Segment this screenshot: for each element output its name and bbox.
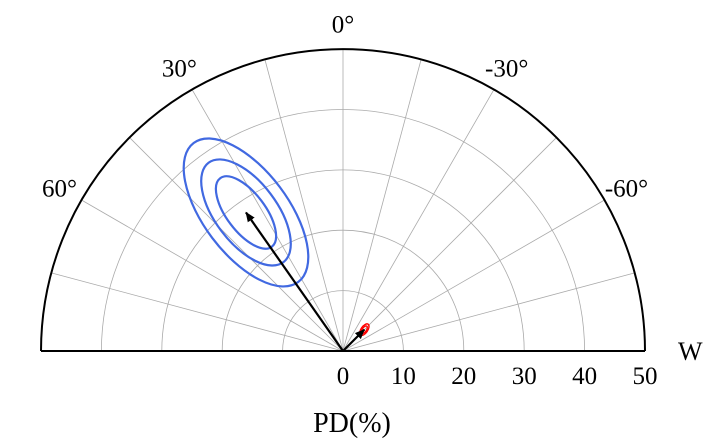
radial-grid-line: [342, 137, 557, 352]
radial-tick-label: 0: [337, 363, 350, 390]
circle-grid-arc: [221, 229, 465, 352]
radial-axis-label: PD(%): [313, 408, 391, 439]
angular-tick-label: 60°: [42, 175, 77, 202]
radial-grid-line: [191, 89, 344, 352]
radial-grid-line: [264, 59, 344, 352]
confidence-contour: [182, 137, 310, 288]
radial-tick-label: 40: [572, 363, 597, 390]
outer-arc: [40, 48, 646, 352]
radial-grid-line: [342, 272, 635, 352]
direction-label: W: [678, 337, 703, 366]
polarization-vector-arrow: [342, 328, 366, 352]
confidence-contour: [214, 175, 278, 250]
grid: [51, 49, 635, 352]
radial-tick-label: 30: [512, 363, 537, 390]
radial-grid-line: [342, 89, 495, 352]
labels: W PD(%) 0 10 20 30 40 50 60° 30° 0° -30° -60°: [42, 12, 703, 439]
angular-tick-label: -30°: [485, 55, 528, 82]
radial-grid-line: [81, 199, 344, 352]
radial-grid-line: [342, 199, 605, 352]
angular-tick-label: -60°: [605, 175, 648, 202]
polarization-vector-arrow: [245, 211, 344, 352]
radial-grid-line: [342, 59, 422, 352]
angular-tick-label: 0°: [332, 12, 355, 39]
angular-tick-label: 30°: [162, 55, 197, 82]
radial-grid-line: [129, 137, 344, 352]
radial-tick-label: 20: [451, 363, 476, 390]
radial-grid-line: [51, 272, 344, 352]
radial-tick-label: 10: [391, 363, 416, 390]
circle-grid-arc: [282, 290, 404, 352]
arrows: [245, 211, 366, 352]
contours: [182, 137, 370, 337]
circle-grid-arc: [161, 169, 525, 352]
radial-tick-label: 50: [633, 363, 658, 390]
circle-grid-arc: [101, 109, 585, 352]
confidence-contour: [200, 158, 292, 267]
